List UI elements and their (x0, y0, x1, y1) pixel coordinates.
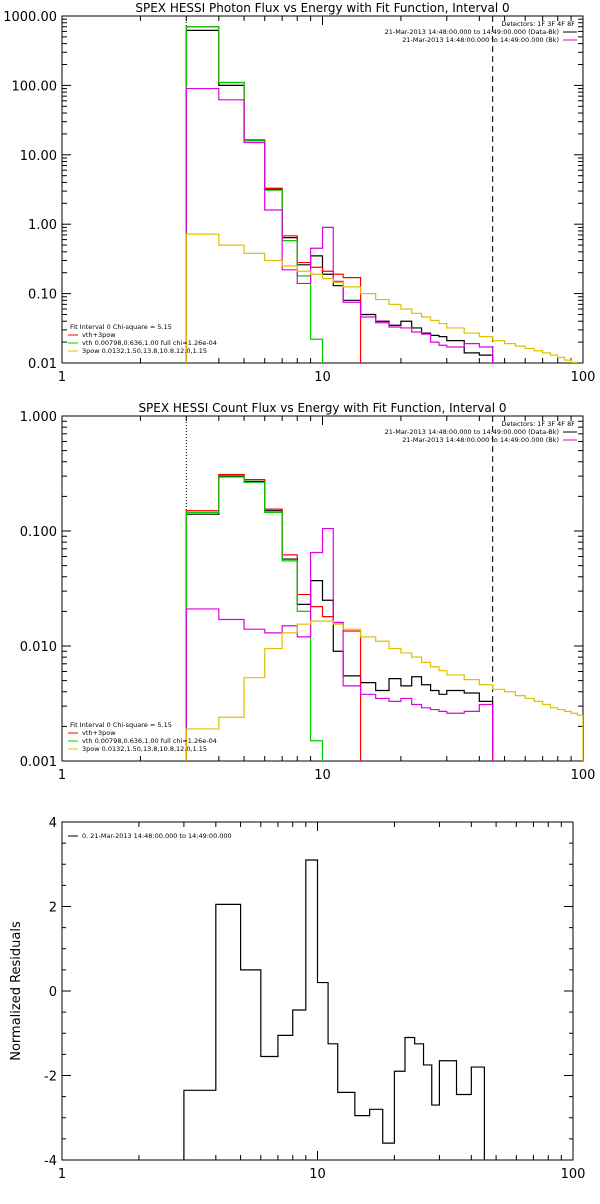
legend-entry: 3pow 0.0132,1.50,13.8,10.8,12.0,1.15 (82, 745, 207, 753)
y-tick-label: 0.100 (20, 525, 57, 540)
chart-title: SPEX HESSI Count Flux vs Energy with Fit… (138, 401, 506, 415)
y-tick-label: 0 (49, 985, 57, 1000)
y-tick-label: 4 (49, 816, 57, 831)
detector-info-text: Detectors: 1F 3F 4F 8F (501, 420, 575, 428)
series-green-step-line (185, 26, 324, 363)
detector-info-text: 21-Mar-2013 14:48:00.000 to 14:49:00.000… (385, 28, 559, 36)
y-axis-label: Normalized Residuals (9, 921, 24, 1061)
y-tick-label: 1.00 (28, 218, 57, 233)
x-tick-label: 1 (58, 768, 66, 783)
x-tick-label: 100 (561, 1167, 586, 1182)
series-black-step-line (183, 859, 485, 1160)
y-tick-label: 1.000 (20, 410, 57, 425)
legend-entry: Fit Interval 0 Chi-square = 5.15 (70, 721, 172, 729)
detector-info-text: Detectors: 1F 3F 4F 8F (501, 20, 575, 28)
y-tick-label: 0.001 (20, 755, 57, 770)
series-black-step-line (185, 29, 494, 363)
series-magenta-step-line (185, 527, 494, 761)
chart-panel-3: 1 10 100 -4 -2 0 2 4 Normalized Residuals 0. 21-M… (9, 816, 585, 1182)
legend-entry: 0. 21-Mar-2013 14:48:00.000 to 14:49:00.… (82, 832, 232, 840)
series-black-step-line (185, 475, 494, 761)
detector-info-text: 21-Mar-2013 14:48:00.000 to 14:49:00.000… (402, 436, 559, 444)
detector-info-text: 21-Mar-2013 14:48:00.000 to 14:49:00.000… (385, 428, 559, 436)
series-red-step-line (185, 26, 362, 363)
legend-entry: Fit Interval 0 Chi-square = 5.15 (70, 323, 172, 331)
x-tick-label: 10 (314, 768, 331, 783)
y-tick-label: 0.01 (28, 357, 57, 372)
x-tick-label: 100 (571, 370, 596, 385)
legend-entry: 3pow 0.0132,1.50,13.8,10.8,12.0,1.15 (82, 347, 207, 355)
chart-panel-2: SPEX HESSI Count Flux vs Energy with Fit… (20, 401, 596, 783)
chart-title: SPEX HESSI Photon Flux vs Energy with Fi… (135, 1, 509, 15)
plot-frame (61, 15, 584, 364)
legend-entry: vth 0.00798,0.636,1.00 full chi=1.26e-04 (82, 339, 217, 347)
chart-panel-1: SPEX HESSI Photon Flux vs Energy with Fi… (3, 1, 595, 385)
x-tick-label: 10 (309, 1167, 326, 1182)
series-magenta-step-line (185, 87, 494, 363)
detector-info-text: 21-Mar-2013 14:48:00.000 to 14:49:00.000… (402, 36, 559, 44)
x-tick-label: 1 (58, 370, 66, 385)
y-tick-label: -2 (44, 1070, 57, 1085)
x-tick-label: 1 (58, 1167, 66, 1182)
series-yellow-step-line (185, 620, 583, 761)
legend-entry: vth+3pow (82, 729, 116, 737)
y-tick-label: 100.00 (12, 79, 58, 94)
series-yellow-step-line (185, 233, 578, 363)
y-tick-label: 0.010 (20, 640, 57, 655)
legend-entry: vth 0.00798,0.636,1.00 full chi=1.26e-04 (82, 737, 217, 745)
y-tick-label: 1000.00 (3, 10, 57, 25)
y-tick-label: -4 (44, 1154, 57, 1169)
legend-entry: vth+3pow (82, 331, 116, 339)
y-tick-label: 10.00 (20, 149, 57, 164)
y-tick-label: 2 (49, 901, 57, 916)
x-tick-label: 100 (571, 768, 596, 783)
series-green-step-line (185, 476, 324, 761)
series-red-step-line (185, 473, 362, 761)
x-tick-label: 10 (314, 370, 331, 385)
y-tick-label: 0.10 (28, 288, 57, 303)
